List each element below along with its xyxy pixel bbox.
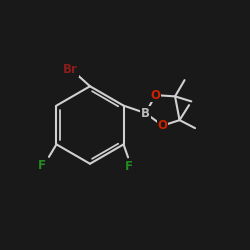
Text: O: O xyxy=(158,119,168,132)
Text: F: F xyxy=(38,159,46,172)
Text: B: B xyxy=(141,106,150,120)
Text: F: F xyxy=(125,160,133,173)
Text: Br: Br xyxy=(63,64,78,76)
Text: O: O xyxy=(150,89,160,102)
